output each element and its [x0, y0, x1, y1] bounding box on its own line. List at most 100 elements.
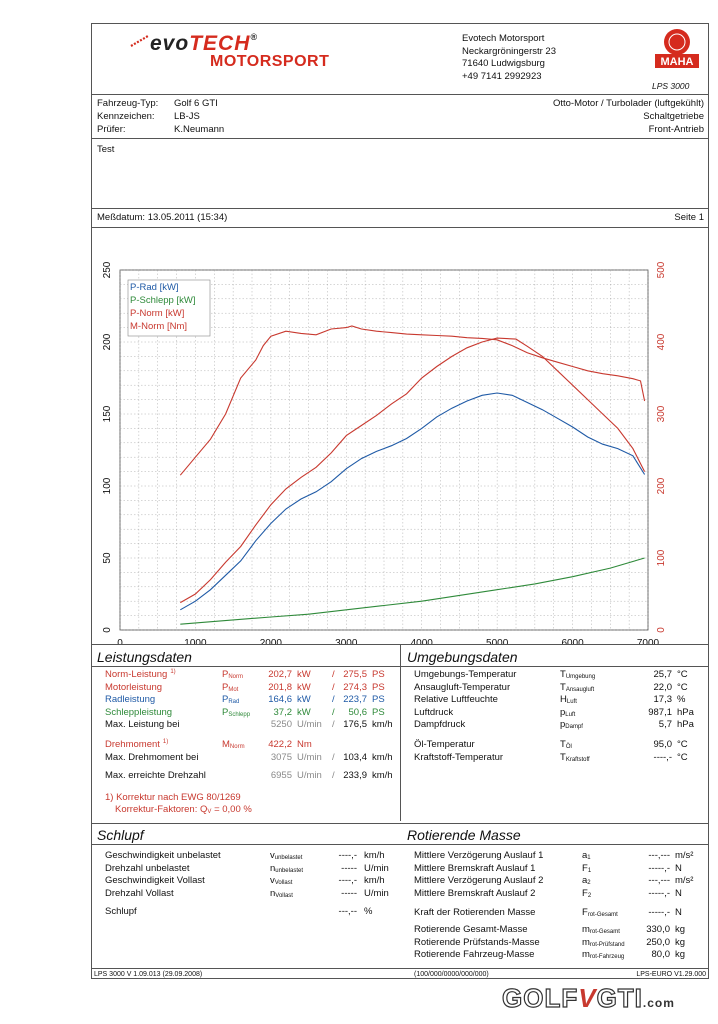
- korrektur-note: 1) Korrektur nach EWG 80/1269: [105, 792, 241, 803]
- lps-label: LPS 3000: [652, 81, 690, 91]
- umgebung-row-symbol: pLuft: [560, 706, 576, 718]
- leistung-row-unit1: kW: [297, 694, 311, 705]
- umgebung-row-symbol: pDampf: [560, 719, 583, 730]
- leistung-row-symbol: MNorm: [222, 739, 245, 750]
- leistung-row-label: Norm-Leistung 1): [105, 669, 176, 681]
- vehicle-type-value: Golf 6 GTI: [174, 98, 218, 109]
- company-street: Neckargröningerstr 23: [462, 45, 556, 57]
- y-right-tick-label: 500: [656, 261, 667, 278]
- company-name: Evotech Motorsport: [462, 33, 545, 44]
- schlupf-row-value: ---,--: [338, 906, 357, 917]
- masse-row-label: Kraft der Rotierenden Masse: [414, 907, 536, 918]
- schlupf-row-unit: km/h: [364, 850, 385, 861]
- company-phone: +49 7141 2992923: [462, 70, 542, 82]
- y-left-tick-label: 100: [102, 477, 113, 494]
- schlupf-row-symbol: nVollast: [270, 887, 293, 899]
- leistung-row-unit1: kW: [297, 669, 311, 680]
- umgebung-row-label: Ansaugluft-Temperatur: [414, 681, 511, 693]
- x-tick-label: 6000: [561, 638, 584, 644]
- leistung-row-unit2: PS: [372, 694, 385, 705]
- umgebung-row-unit: °C: [677, 669, 688, 680]
- legend-entry: P-Norm [kW]: [130, 308, 184, 319]
- umgebung-row-symbol: HLuft: [560, 694, 577, 705]
- measure-date-label: Meßdatum: 13.05.2011 (15:34): [97, 212, 228, 223]
- schlupf-row-symbol: vVollast: [270, 875, 293, 886]
- masse-row-unit: N: [675, 887, 682, 899]
- leistung-row-value1: 5250: [270, 719, 292, 730]
- schlupf-row-label: Geschwindigkeit unbelastet: [105, 850, 221, 861]
- leistung-row-label: Max. Drehmoment bei: [105, 751, 199, 763]
- x-tick-label: 3000: [335, 638, 358, 644]
- y-left-tick-label: 200: [102, 333, 113, 350]
- vehicle-type-label: Fahrzeug-Typ:: [97, 98, 159, 109]
- umgebung-row-value: 5,7: [658, 719, 672, 730]
- x-tick-label: 7000: [637, 638, 660, 644]
- maxrpm-sep: /: [332, 770, 335, 781]
- masse-row-value: ---,---: [648, 875, 670, 886]
- umgebung-title: Umgebungsdaten: [407, 649, 518, 665]
- golfgti-watermark: GOLFVGTI.com: [501, 982, 675, 1013]
- masse-row-unit: kg: [675, 936, 686, 948]
- schlupf-row-label: Drehzahl unbelastet: [105, 862, 190, 874]
- plate-value: LB-JS: [174, 111, 200, 122]
- leistung-row-sep: /: [332, 706, 335, 718]
- gearbox-type: Schaltgetriebe: [643, 111, 704, 122]
- masse-row-unit: N: [675, 907, 682, 918]
- tester-label: Prüfer:: [97, 124, 126, 135]
- umgebung-row-unit: hPa: [677, 706, 694, 718]
- company-city: 71640 Ludwigsburg: [462, 58, 545, 69]
- masse-row-unit: m/s²: [675, 875, 694, 886]
- leistung-row-label: Radleistung: [105, 694, 156, 705]
- y-left-tick-label: 150: [102, 405, 113, 422]
- measure-date-value: 13.05.2011 (15:34): [147, 212, 228, 223]
- masse-row-symbol: Frot-Gesamt: [582, 907, 618, 918]
- maha-logo-icon: MAHA: [655, 29, 699, 68]
- x-tick-label: 2000: [260, 638, 283, 644]
- legend-entry: M-Norm [Nm]: [130, 321, 187, 332]
- umgebung-row-label: Öl-Temperatur: [414, 739, 475, 750]
- y-right-tick-label: 100: [656, 549, 667, 566]
- leistung-row-sep: /: [332, 751, 335, 763]
- x-tick-label: 1000: [184, 638, 207, 644]
- leistung-row-unit1: Nm: [297, 739, 312, 750]
- schlupf-row-value: -----: [341, 862, 357, 874]
- masse-row-label: Rotierende Fahrzeug-Masse: [414, 949, 535, 960]
- masse-row-unit: N: [675, 862, 682, 874]
- schlupf-row-value: -----: [341, 887, 357, 899]
- leistung-row-unit2: km/h: [372, 719, 393, 730]
- company-address: Evotech Motorsport Neckargröningerstr 23…: [462, 33, 556, 83]
- schlupf-row-unit: %: [364, 906, 373, 917]
- plate-label: Kennzeichen:: [97, 111, 155, 122]
- leistung-title: Leistungsdaten: [97, 649, 192, 665]
- leistung-row-value2: 274,3: [343, 681, 367, 693]
- masse-row-value: 250,0: [646, 936, 670, 948]
- umgebung-row-value: 22,0: [653, 681, 673, 693]
- masse-row-label: Mittlere Bremskraft Auslauf 1: [414, 862, 536, 874]
- footer-version: LPS 3000 V 1.09.013 (29.09.2008): [94, 971, 203, 978]
- x-tick-label: 5000: [486, 638, 509, 644]
- umgebung-row-label: Luftdruck: [414, 706, 454, 718]
- masse-row-symbol: mrot-Gesamt: [582, 924, 620, 935]
- comment-text: Test: [97, 144, 115, 155]
- leistung-row-value1: 422,2: [268, 739, 292, 750]
- maxrpm-value1: 6955: [270, 770, 292, 781]
- leistung-row-label: Schleppleistung: [105, 706, 173, 718]
- chart-legend: [127, 279, 211, 337]
- leistung-row-label: Max. Leistung bei: [105, 719, 180, 730]
- leistung-row-value1: 3075: [270, 751, 292, 763]
- schlupf-row-unit: U/min: [364, 887, 389, 899]
- umgebung-row-label: Dampfdruck: [414, 719, 466, 730]
- series-line-3: [179, 325, 646, 476]
- leistung-row-label: Drehmoment 1): [105, 739, 169, 751]
- series-line-1: [180, 557, 645, 625]
- umgebung-row-unit: °C: [677, 681, 688, 693]
- y-right-tick-label: 200: [656, 477, 667, 494]
- masse-row-label: Mittlere Bremskraft Auslauf 2: [414, 887, 536, 899]
- leistung-row-unit2: PS: [372, 681, 385, 693]
- leistung-row-unit2: PS: [372, 669, 385, 680]
- umgebung-row-label: Relative Luftfeuchte: [414, 694, 498, 705]
- leistung-row-symbol: PRad: [222, 694, 240, 705]
- masse-title: Rotierende Masse: [407, 827, 521, 843]
- x-tick-label: 0: [117, 638, 123, 644]
- leistung-row-value1: 201,8: [268, 681, 292, 693]
